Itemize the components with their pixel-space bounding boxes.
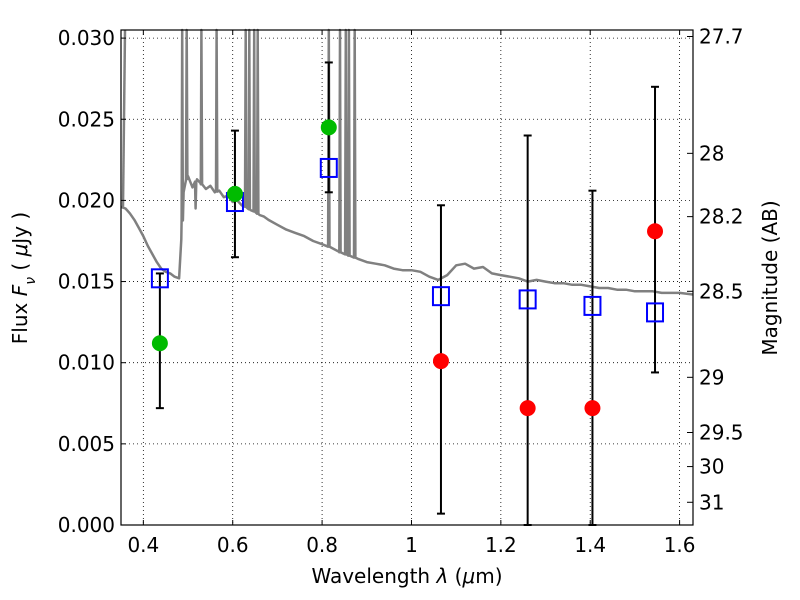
axis-ticks: 0.4 0.6 0.8 1 1.2 1.4 1.6 0.000 0.005 0.010 0.015 0… <box>58 24 744 557</box>
y2-tick-label: 28 <box>699 141 724 165</box>
filled-circle-point <box>519 400 536 417</box>
filled-circle-point <box>647 223 664 240</box>
open-square-point <box>518 289 537 310</box>
open-square-point <box>646 302 665 323</box>
x-tick-label: 0.4 <box>127 533 159 557</box>
y2-tick-label: 27.7 <box>699 24 744 48</box>
plot-frame <box>120 29 694 526</box>
x-tick-label: 1 <box>405 533 418 557</box>
x-tick-label: 0.6 <box>217 533 249 557</box>
open-square-point <box>583 295 602 316</box>
open-square-point <box>319 157 338 178</box>
y2-tick-label: 31 <box>699 490 724 514</box>
model-spectrum <box>120 28 694 296</box>
y2-tick-label: 29.5 <box>699 420 744 444</box>
y-axis-title: Flux Fν ( μJy ) <box>8 212 39 344</box>
y-tick-label: 0.025 <box>58 107 115 131</box>
y-tick-label: 0.005 <box>58 432 115 456</box>
filled-circle-point <box>226 185 243 202</box>
filled-circle-point <box>320 119 337 136</box>
x-tick-label: 1.6 <box>664 533 696 557</box>
data-points <box>150 119 665 417</box>
x-tick-label: 0.8 <box>306 533 338 557</box>
x-tick-label: 1.2 <box>485 533 517 557</box>
y2-tick-label: 28.2 <box>699 205 744 229</box>
open-square-point <box>150 268 169 289</box>
model-spectrum-line <box>120 28 694 296</box>
open-square-point <box>431 286 450 307</box>
y2-axis-title: Magnitude (AB) <box>758 200 782 355</box>
model-spectrum-edge <box>121 29 127 207</box>
y-tick-label: 0.010 <box>58 351 115 375</box>
y-tick-label: 0.020 <box>58 188 115 212</box>
grid-lines <box>121 30 693 526</box>
y-tick-label: 0.015 <box>58 270 115 294</box>
y2-tick-label: 28.5 <box>699 279 744 303</box>
filled-circle-point <box>584 400 601 417</box>
filled-circle-point <box>432 353 449 370</box>
error-bars <box>155 61 660 526</box>
x-tick-label: 1.4 <box>574 533 606 557</box>
x-axis-title: Wavelength λ (μm) <box>311 564 502 588</box>
filled-circle-point <box>151 335 168 352</box>
y-tick-label: 0.000 <box>58 513 115 537</box>
y2-tick-label: 29 <box>699 365 724 389</box>
y-tick-label: 0.030 <box>58 26 115 50</box>
y2-tick-label: 30 <box>699 455 724 479</box>
